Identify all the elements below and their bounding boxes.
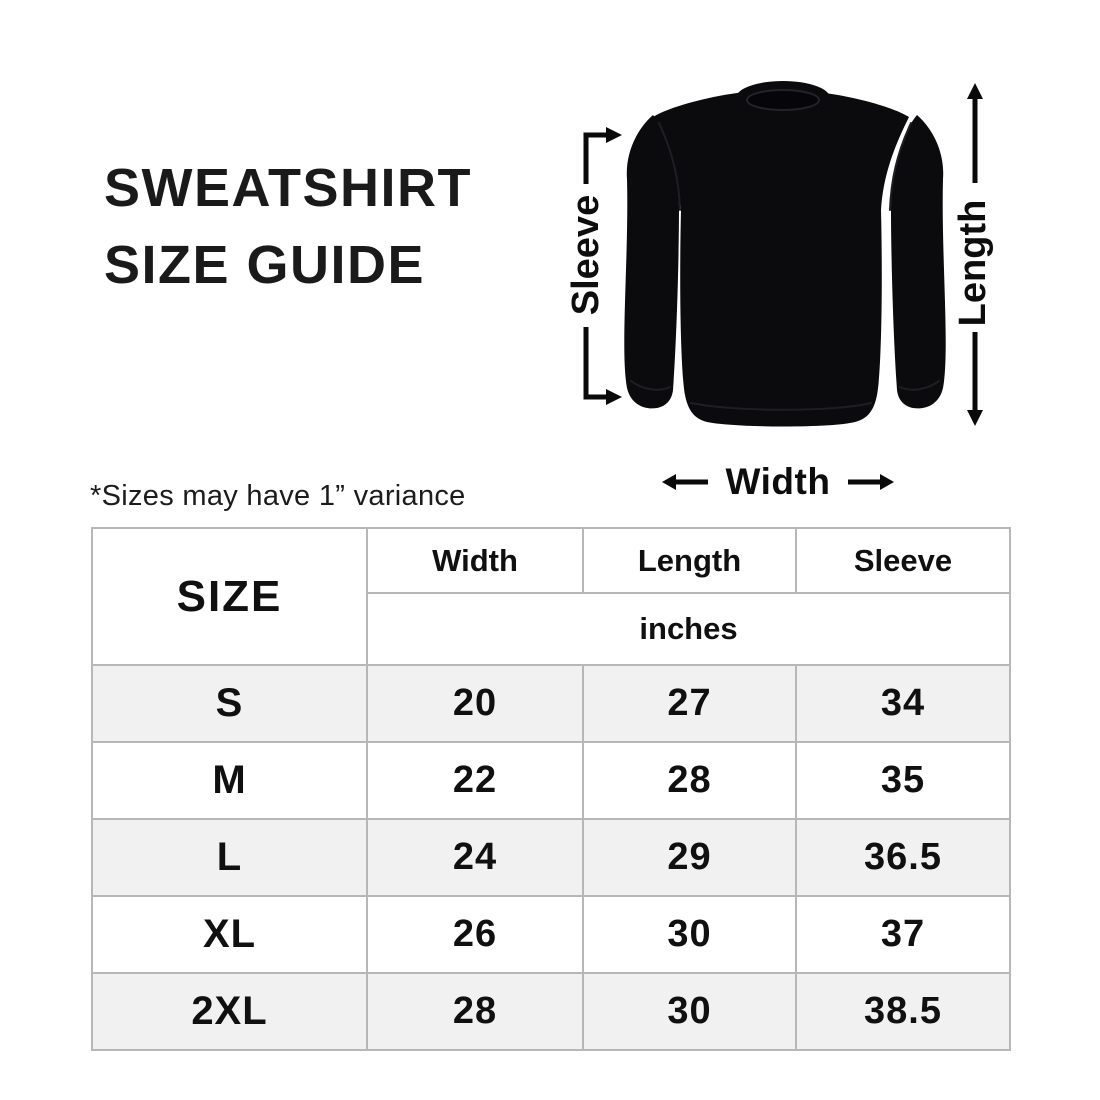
table-row-s: S 20 27 34 bbox=[91, 664, 1011, 743]
width-cell: 22 bbox=[366, 741, 584, 820]
sleeve-label: Sleeve bbox=[565, 194, 607, 316]
page-title-line-1: SWEATSHIRT bbox=[104, 158, 472, 218]
size-cell: XL bbox=[91, 895, 368, 974]
size-cell: L bbox=[91, 818, 368, 897]
table-row-2xl: 2XL 28 30 38.5 bbox=[91, 972, 1011, 1051]
table-row-m: M 22 28 35 bbox=[91, 741, 1011, 820]
width-cell: 26 bbox=[366, 895, 584, 974]
length-cell: 28 bbox=[582, 741, 797, 820]
page-title: SWEATSHIRT SIZE GUIDE bbox=[104, 150, 472, 304]
length-cell: 30 bbox=[582, 972, 797, 1051]
right-cuff-seam bbox=[899, 380, 940, 391]
size-cell: M bbox=[91, 741, 368, 820]
sweatshirt-body bbox=[653, 89, 909, 427]
width-cell: 20 bbox=[366, 664, 584, 743]
length-column-header: Length bbox=[582, 527, 797, 594]
width-cell: 28 bbox=[366, 972, 584, 1051]
width-measure-arrow: Width bbox=[660, 461, 896, 503]
size-cell: 2XL bbox=[91, 972, 368, 1051]
sleeve-column-header: Sleeve bbox=[795, 527, 1011, 594]
sleeve-cell: 34 bbox=[795, 664, 1011, 743]
right-armhole-seam bbox=[889, 122, 912, 211]
table-row-l: L 24 29 36.5 bbox=[91, 818, 1011, 897]
sweatshirt-neck-opening bbox=[746, 89, 820, 111]
size-variance-note: *Sizes may have 1” variance bbox=[90, 480, 466, 512]
sweatshirt-right-sleeve bbox=[891, 115, 946, 409]
sleeve-measure-arrow bbox=[583, 127, 622, 405]
size-column-header: SIZE bbox=[91, 527, 368, 666]
length-measure-arrow bbox=[967, 83, 983, 426]
units-header: inches bbox=[366, 592, 1011, 666]
sweatshirt-image bbox=[624, 81, 946, 427]
left-cuff-seam bbox=[630, 380, 671, 391]
sweatshirt-left-sleeve bbox=[624, 115, 679, 409]
sleeve-cell: 37 bbox=[795, 895, 1011, 974]
table-row-xl: XL 26 30 37 bbox=[91, 895, 1011, 974]
arrow-left-icon bbox=[662, 474, 708, 490]
sleeve-cell: 35 bbox=[795, 741, 1011, 820]
page-title-line-2: SIZE GUIDE bbox=[104, 235, 426, 295]
size-table: SIZE Width Length Sleeve inches S 20 27 … bbox=[91, 527, 1011, 1051]
left-armhole-seam bbox=[658, 122, 681, 211]
sleeve-cell: 36.5 bbox=[795, 818, 1011, 897]
width-cell: 24 bbox=[366, 818, 584, 897]
width-column-header: Width bbox=[366, 527, 584, 594]
width-label: Width bbox=[725, 461, 831, 502]
length-label: Length bbox=[952, 199, 994, 327]
sleeve-cell: 38.5 bbox=[795, 972, 1011, 1051]
length-cell: 29 bbox=[582, 818, 797, 897]
hem-seam bbox=[690, 402, 872, 411]
length-cell: 30 bbox=[582, 895, 797, 974]
arrow-right-icon bbox=[848, 474, 894, 490]
size-cell: S bbox=[91, 664, 368, 743]
length-cell: 27 bbox=[582, 664, 797, 743]
